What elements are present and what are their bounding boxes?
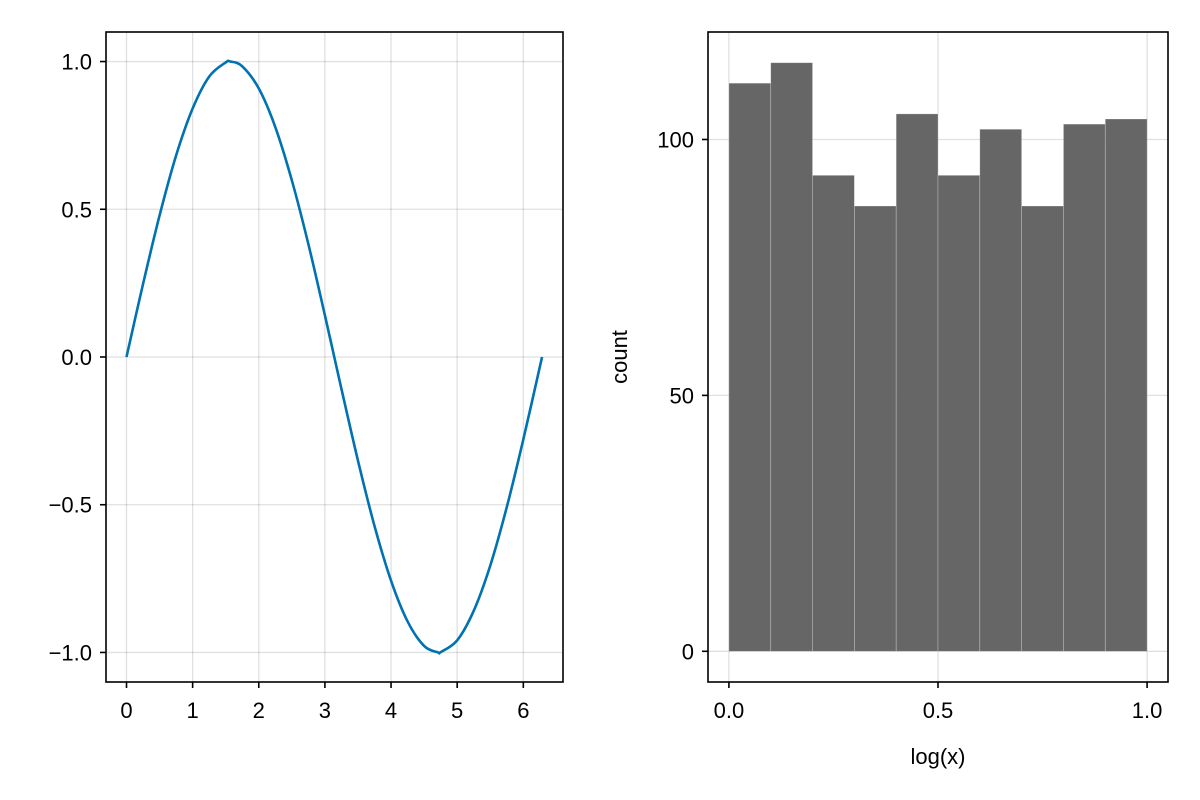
histogram-bar: [770, 62, 813, 652]
histogram-bar: [1104, 118, 1148, 652]
y-tick-label: 0: [682, 639, 694, 664]
y-tick-label: 0.0: [61, 345, 92, 370]
histogram-bar: [895, 113, 939, 652]
histogram-panel: 0.0 0.5 1.0 0 50 100 log(x) count: [607, 31, 1169, 769]
x-tick-label: 0: [120, 698, 132, 723]
histogram-y-axis-label: count: [607, 330, 632, 384]
x-tick-label: 1.0: [1132, 698, 1163, 723]
histogram-bar: [937, 174, 981, 652]
histogram-bar: [979, 128, 1022, 652]
histogram-plot-area: [728, 62, 1148, 652]
series-line: [125, 59, 544, 655]
histogram-bar: [812, 174, 855, 652]
line-chart-panel: 0 1 2 3 4 5 6 −1.0 −0.5 0.0 0.5 1.0: [49, 31, 564, 723]
histogram-bar: [1063, 123, 1106, 652]
line-chart-ticks: 0 1 2 3 4 5 6 −1.0 −0.5 0.0 0.5 1.0: [49, 50, 530, 723]
line-chart-grid: [106, 32, 563, 682]
x-tick-label: 0.0: [714, 698, 745, 723]
line-chart-plot-area: [125, 59, 544, 655]
y-tick-label: 0.5: [61, 197, 92, 222]
x-tick-label: 5: [451, 698, 463, 723]
y-tick-label: 100: [657, 127, 694, 152]
x-tick-label: 3: [319, 698, 331, 723]
y-tick-label: −0.5: [49, 493, 92, 518]
histogram-bar: [728, 82, 772, 652]
histogram-bar: [1021, 205, 1064, 652]
x-tick-label: 1: [187, 698, 199, 723]
x-tick-label: 2: [253, 698, 265, 723]
histogram-bar: [854, 205, 897, 652]
histogram-ticks: 0.0 0.5 1.0 0 50 100: [657, 127, 1162, 723]
x-tick-label: 4: [385, 698, 397, 723]
histogram-x-axis-label: log(x): [910, 744, 965, 769]
y-tick-label: 50: [670, 383, 694, 408]
y-tick-label: −1.0: [49, 640, 92, 665]
x-tick-label: 0.5: [923, 698, 954, 723]
y-tick-label: 1.0: [61, 50, 92, 75]
x-tick-label: 6: [517, 698, 529, 723]
